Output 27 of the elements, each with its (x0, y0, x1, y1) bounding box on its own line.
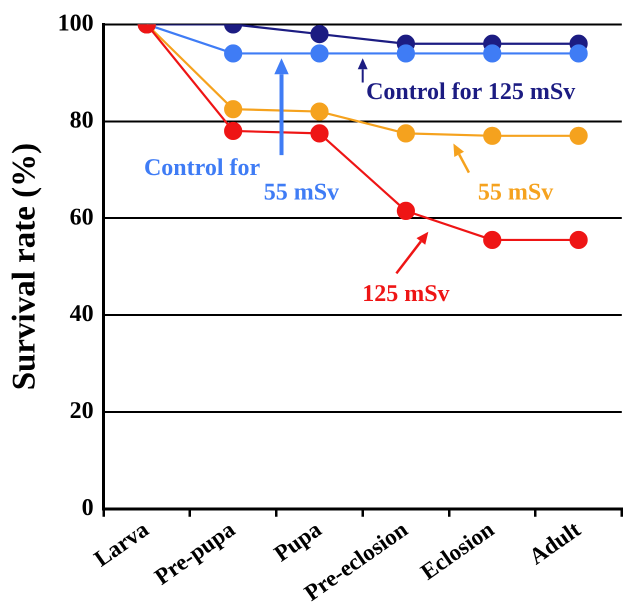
point (310, 44, 329, 63)
point (570, 230, 588, 250)
text: Control for 55 mSv (144, 154, 340, 206)
point (310, 124, 329, 142)
point (396, 124, 415, 142)
y-tick-label: 20 (70, 398, 94, 424)
y-axis-title: Survival rate (%) (6, 142, 42, 390)
point (570, 126, 588, 145)
point (224, 122, 242, 140)
point (224, 44, 242, 63)
y-tick-label: 40 (70, 301, 94, 328)
y-tick-label: 80 (70, 107, 94, 134)
y-tick-label: 60 (70, 204, 94, 230)
y-tick-label: 0 (82, 494, 94, 521)
legend-label: Control for 125 mSv (366, 79, 576, 106)
point (310, 24, 329, 44)
legend-label: 125 mSv (362, 281, 450, 308)
point (310, 102, 329, 121)
point (396, 44, 415, 63)
point (570, 44, 588, 63)
point (396, 202, 415, 220)
legend-label: 55 mSv (478, 179, 554, 206)
point (483, 126, 502, 145)
point (224, 100, 242, 118)
y-tick-label: 100 (58, 10, 94, 37)
point (483, 230, 502, 250)
point (483, 44, 502, 63)
